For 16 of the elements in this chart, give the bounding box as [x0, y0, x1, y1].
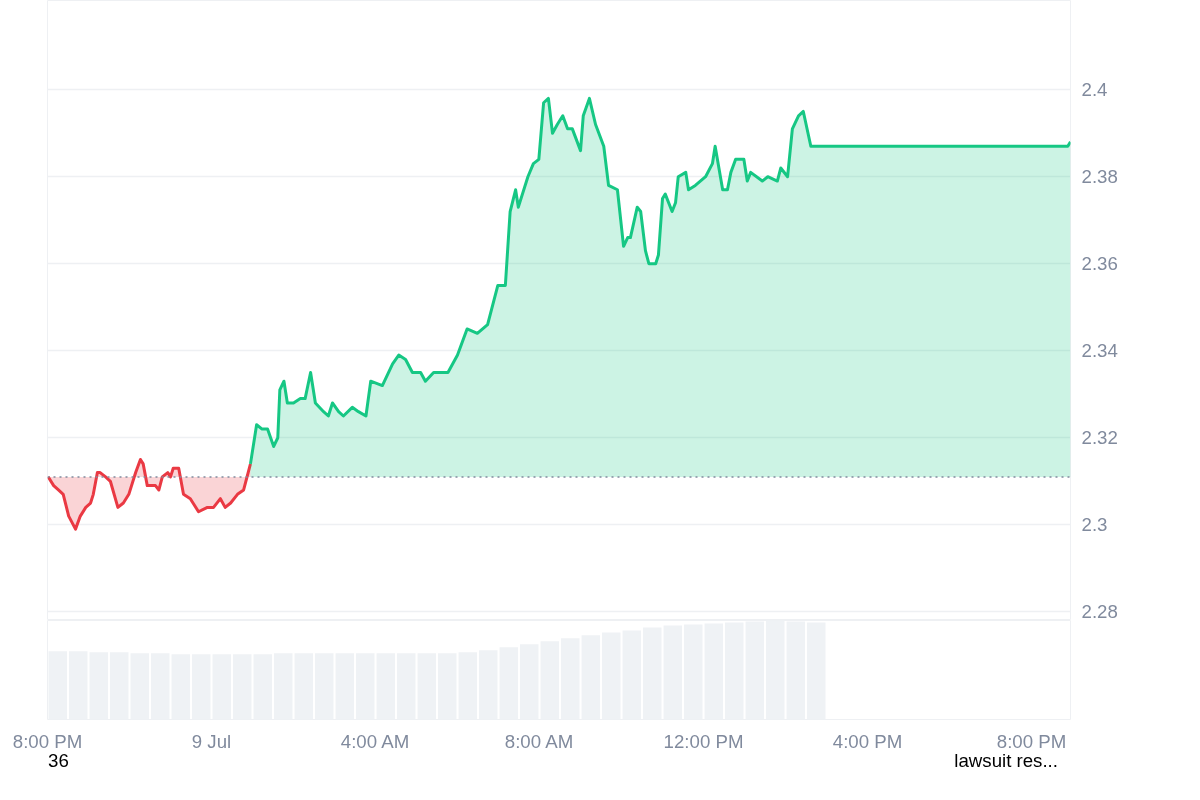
x-tick-label: 8:00 PM — [996, 730, 1067, 752]
x-tick-label: 4:00 AM — [340, 730, 410, 752]
x-tick-label: 12:00 PM — [663, 730, 744, 752]
x-tick-label: 9 Jul — [191, 730, 232, 752]
text: 36 — [48, 749, 69, 773]
y-tick-label: 2.4 — [1081, 79, 1108, 101]
y-tick-label: 2.32 — [1081, 427, 1118, 449]
y-tick-label: 2.28 — [1081, 601, 1118, 623]
x-tick-label: 8:00 AM — [504, 730, 574, 752]
y-tick-label: 2.34 — [1081, 340, 1118, 362]
x-tick-label: 8:00 PM — [12, 730, 83, 752]
y-tick-label: 2.3 — [1081, 514, 1108, 536]
text: lawsuit res... — [954, 749, 1058, 773]
y-tick-label: 2.36 — [1081, 253, 1118, 275]
y-tick-label: 2.38 — [1081, 166, 1118, 188]
x-tick-label: 4:00 PM — [832, 730, 903, 752]
